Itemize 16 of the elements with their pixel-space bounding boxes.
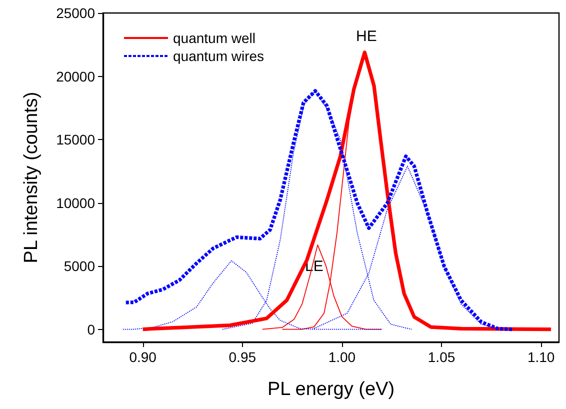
y-tick-label: 25000	[56, 5, 96, 21]
x-tick-label: 0.90	[129, 349, 157, 365]
y-tick-label: 20000	[56, 68, 96, 84]
x-axis-title: PL energy (eV)	[267, 379, 395, 400]
y-tick-label: 5000	[64, 258, 96, 274]
legend-label: quantum wires	[173, 48, 264, 64]
annotation: HE	[356, 28, 377, 45]
y-tick-label: 0	[87, 321, 96, 338]
x-tick-label: 1.05	[428, 349, 456, 365]
x-tick-label: 1.00	[328, 349, 356, 365]
x-tick-label: 0.95	[228, 349, 256, 365]
x-tick-label: 1.10	[527, 349, 555, 365]
y-tick-label: 15000	[56, 132, 96, 148]
legend-label: quantum well	[173, 30, 256, 46]
y-axis-title: PL intensity (counts)	[21, 92, 42, 264]
y-tick-label: 10000	[56, 194, 96, 211]
